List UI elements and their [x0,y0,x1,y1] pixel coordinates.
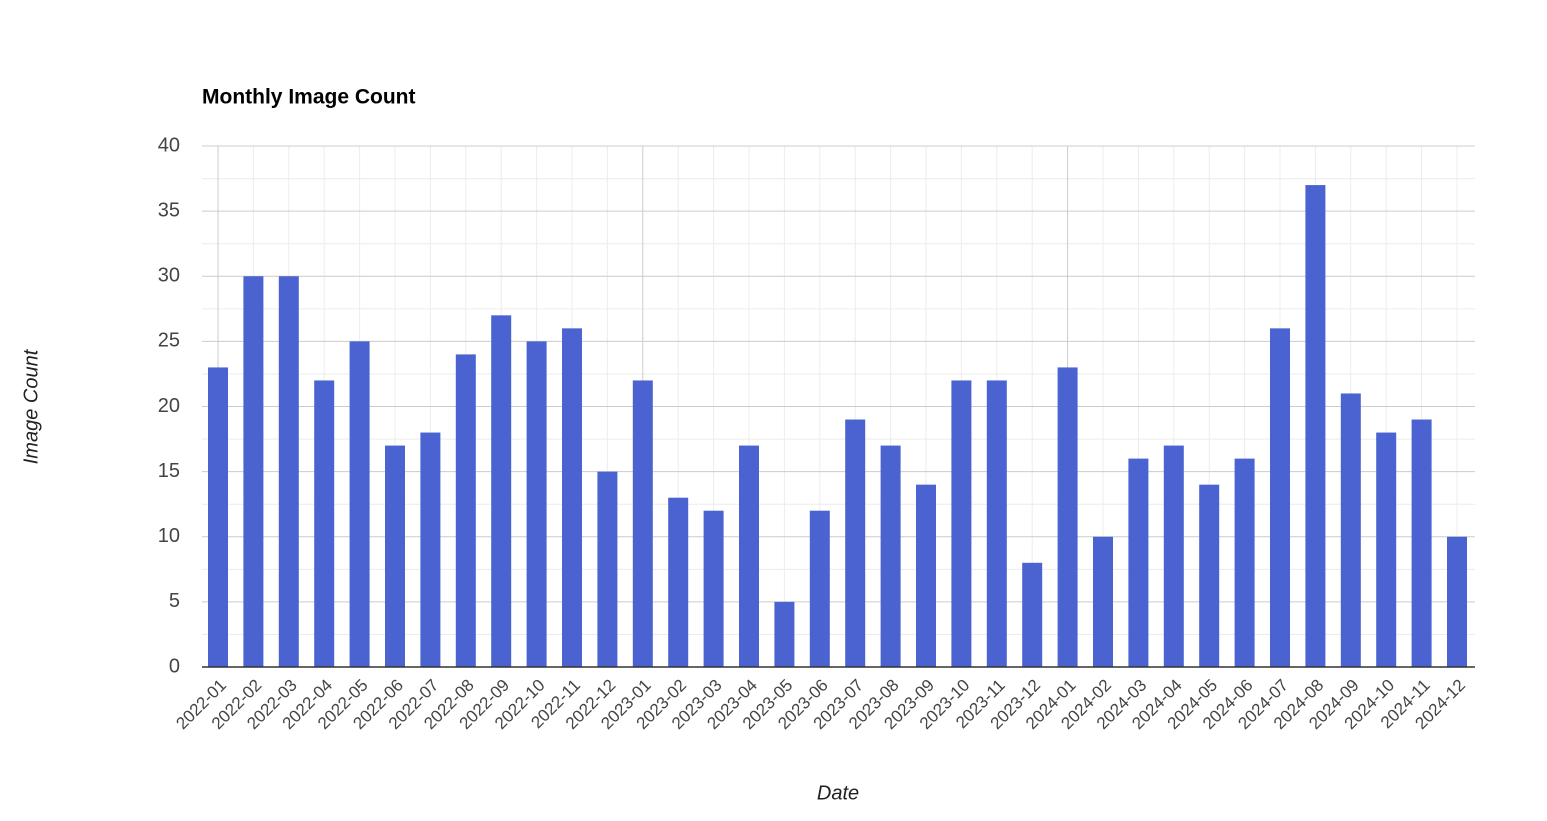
bar [916,484,936,667]
y-axis-label: Image Count [20,348,42,464]
bar [278,276,299,667]
bar [739,445,759,667]
bar [703,510,724,667]
bar [597,471,618,667]
bar [420,432,441,667]
y-tick-label: 0 [169,655,180,677]
x-axis-label: Date [817,782,859,804]
bar [1093,536,1113,667]
bar [385,445,405,667]
bar [562,328,582,667]
bar [1411,419,1432,667]
bar [208,367,228,667]
bar [632,380,653,667]
bar [455,354,476,667]
bar [1305,185,1326,667]
bar [880,445,901,667]
bar [314,380,335,667]
bar [1340,393,1361,667]
y-tick-label: 10 [158,525,180,547]
bar [526,341,547,667]
chart-title: Monthly Image Count [202,86,416,109]
bar [951,380,972,667]
bar [1199,484,1220,667]
bar [668,497,689,667]
bar [1128,458,1149,667]
bar [349,341,370,667]
bar [243,276,264,667]
bar [1234,458,1255,667]
bar [1022,562,1043,667]
bar [986,380,1007,667]
bar [809,510,830,667]
bar [1163,445,1184,667]
bar [774,601,795,667]
bar [1270,328,1290,667]
bar [1057,367,1078,667]
bar [845,419,866,667]
bar [491,315,512,667]
y-tick-label: 15 [158,460,180,482]
y-tick-label: 40 [158,134,180,156]
y-tick-label: 20 [158,395,180,417]
y-tick-label: 5 [169,590,180,612]
y-tick-label: 25 [158,330,180,352]
y-tick-label: 35 [158,199,180,221]
bar [1447,536,1467,667]
bar [1376,432,1397,667]
y-tick-label: 30 [158,265,180,287]
